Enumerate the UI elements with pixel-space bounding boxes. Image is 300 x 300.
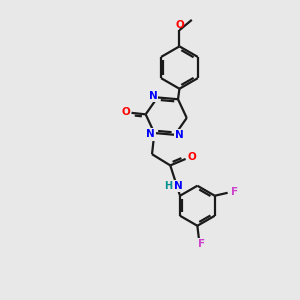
Text: F: F <box>198 239 205 249</box>
Text: H: H <box>164 181 172 191</box>
Text: F: F <box>231 187 238 196</box>
Text: N: N <box>174 181 183 191</box>
Text: N: N <box>175 130 184 140</box>
Text: O: O <box>188 152 197 162</box>
Text: O: O <box>175 20 184 30</box>
Text: N: N <box>146 130 155 140</box>
Text: N: N <box>149 91 158 101</box>
Text: O: O <box>121 107 130 117</box>
